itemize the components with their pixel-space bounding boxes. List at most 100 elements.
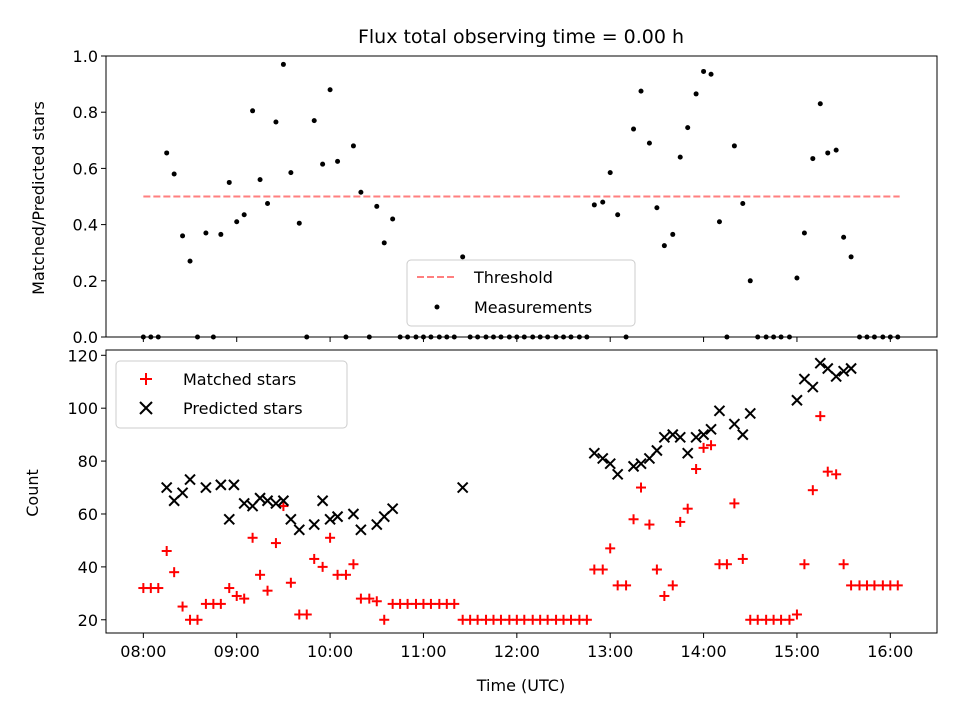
predicted-star-point bbox=[324, 513, 336, 525]
matched-star-point bbox=[317, 561, 328, 572]
measurement-point bbox=[405, 334, 411, 340]
measurement-point bbox=[164, 150, 170, 156]
y-tick-label: 100 bbox=[67, 399, 98, 418]
measurement-point bbox=[483, 334, 489, 340]
measurement-point bbox=[514, 334, 520, 340]
measurement-point bbox=[623, 334, 629, 340]
measurement-point bbox=[576, 334, 582, 340]
matched-star-point bbox=[472, 614, 483, 625]
matched-star-point bbox=[519, 614, 530, 625]
measurement-point bbox=[203, 230, 209, 236]
matched-star-point bbox=[682, 503, 693, 514]
predicted-star-point bbox=[597, 452, 609, 465]
predicted-star-point bbox=[667, 428, 679, 441]
matched-star-point bbox=[215, 598, 226, 609]
matched-star-point bbox=[597, 564, 608, 575]
measurement-point bbox=[257, 177, 263, 183]
measurement-point bbox=[701, 68, 707, 74]
matched-star-point bbox=[581, 614, 592, 625]
measurement-point bbox=[265, 201, 271, 207]
matched-star-point bbox=[425, 598, 436, 609]
bottom-chart-xlabel: Time (UTC) bbox=[476, 676, 565, 695]
top-chart-title: Flux total observing time = 0.00 h bbox=[358, 26, 684, 48]
measurement-point bbox=[413, 334, 419, 340]
measurement-point bbox=[848, 254, 854, 260]
matched-star-point bbox=[340, 569, 351, 580]
matched-star-point bbox=[332, 569, 343, 580]
predicted-star-point bbox=[254, 492, 266, 504]
matched-star-point bbox=[698, 442, 709, 453]
measurement-point bbox=[857, 334, 863, 340]
matched-star-point bbox=[776, 614, 787, 625]
legend-threshold-label: Threshold bbox=[473, 268, 553, 287]
predicted-star-point bbox=[728, 418, 741, 430]
measurement-point bbox=[871, 334, 877, 340]
matched-star-point bbox=[651, 564, 662, 575]
measurement-point bbox=[530, 334, 536, 340]
measurement-point bbox=[366, 334, 372, 340]
matched-star-point bbox=[355, 593, 366, 604]
measurement-point bbox=[740, 201, 746, 207]
matched-star-point bbox=[364, 593, 375, 604]
measurement-point bbox=[880, 334, 886, 340]
predicted-star-point bbox=[238, 497, 250, 510]
matched-star-point bbox=[737, 553, 748, 564]
measurement-point bbox=[646, 140, 652, 146]
measurement-point bbox=[210, 334, 216, 340]
predicted-star-point bbox=[604, 458, 616, 470]
measurement-point bbox=[475, 334, 481, 340]
y-tick-label: 0.8 bbox=[73, 103, 98, 122]
measurement-point bbox=[335, 158, 341, 164]
predicted-star-point bbox=[845, 362, 857, 375]
matched-star-point bbox=[667, 580, 678, 591]
predicted-star-point bbox=[681, 447, 694, 459]
predicted-star-point bbox=[261, 495, 274, 507]
matched-star-point bbox=[659, 590, 670, 601]
measurement-point bbox=[693, 91, 699, 97]
measurement-point bbox=[506, 334, 512, 340]
predicted-star-point bbox=[635, 458, 647, 470]
predicted-star-point bbox=[697, 428, 710, 441]
measurement-point bbox=[187, 258, 193, 264]
matched-star-point bbox=[270, 538, 281, 549]
measurement-point bbox=[498, 334, 504, 340]
predicted-star-point bbox=[837, 365, 850, 377]
matched-star-point bbox=[153, 583, 164, 594]
matched-star-point bbox=[831, 469, 842, 480]
matched-star-point bbox=[161, 546, 172, 557]
predicted-star-point bbox=[690, 431, 702, 443]
legend-predicted-label: Predicted stars bbox=[183, 399, 303, 418]
legend-predicted-swatch bbox=[139, 401, 153, 415]
predicted-star-point bbox=[627, 460, 640, 473]
legend-measurements-swatch bbox=[434, 304, 440, 310]
measurement-point bbox=[490, 334, 496, 340]
bottom-legend-box bbox=[115, 360, 348, 429]
measurement-point bbox=[397, 334, 403, 340]
predicted-star-point bbox=[270, 497, 282, 510]
predicted-star-point bbox=[611, 468, 624, 481]
measurement-point bbox=[763, 334, 769, 340]
x-tick-label: 15:00 bbox=[774, 642, 820, 661]
measurement-point bbox=[755, 334, 761, 340]
matched-star-point bbox=[691, 464, 702, 475]
measurement-point bbox=[545, 334, 551, 340]
matched-star-point bbox=[379, 614, 390, 625]
legend-matched-swatch bbox=[140, 373, 152, 385]
predicted-star-point bbox=[814, 357, 826, 369]
legend-matched-label: Matched stars bbox=[183, 370, 296, 389]
matched-star-point bbox=[605, 543, 616, 554]
predicted-star-point bbox=[293, 524, 305, 536]
matched-star-point bbox=[247, 532, 258, 543]
predicted-star-point bbox=[651, 444, 663, 457]
y-tick-label: 1.0 bbox=[73, 47, 98, 66]
predicted-star-point bbox=[331, 510, 344, 523]
matched-star-point bbox=[309, 553, 320, 564]
measurement-point bbox=[825, 150, 831, 156]
predicted-star-point bbox=[285, 513, 297, 525]
predicted-star-point bbox=[215, 479, 227, 491]
y-tick-label: 0.2 bbox=[73, 272, 98, 291]
matched-star-point bbox=[402, 598, 413, 609]
matched-star-point bbox=[565, 614, 576, 625]
measurement-point bbox=[273, 119, 279, 125]
matched-star-point bbox=[791, 609, 802, 620]
